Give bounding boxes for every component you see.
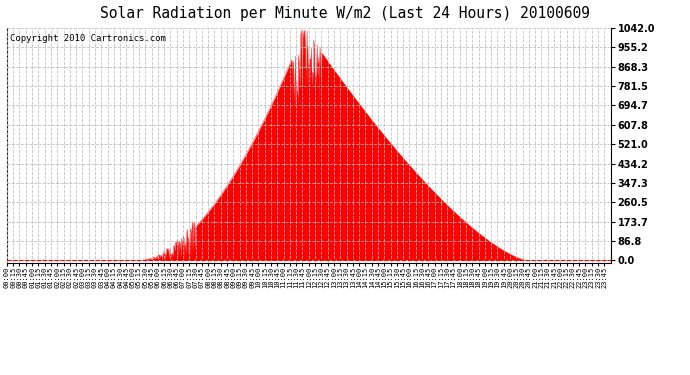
Text: Copyright 2010 Cartronics.com: Copyright 2010 Cartronics.com: [10, 34, 166, 43]
Text: Solar Radiation per Minute W/m2 (Last 24 Hours) 20100609: Solar Radiation per Minute W/m2 (Last 24…: [100, 6, 590, 21]
